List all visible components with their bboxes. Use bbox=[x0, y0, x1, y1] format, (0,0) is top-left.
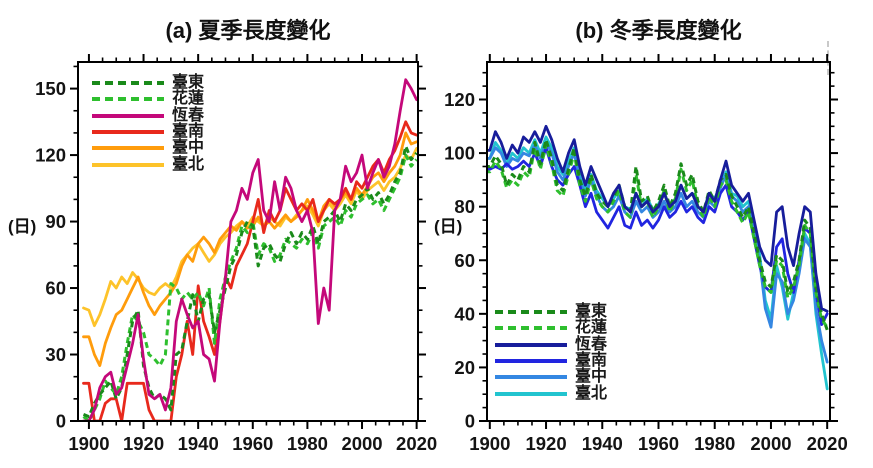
x-tick-label: 1940 bbox=[582, 433, 623, 454]
solid-line-swatch bbox=[92, 162, 164, 167]
legend-item-tainan-a: 臺南 bbox=[92, 124, 204, 140]
x-tick-label: 1920 bbox=[123, 433, 164, 454]
x-tick-label: 1920 bbox=[525, 433, 566, 454]
dashed-line-swatch bbox=[92, 97, 164, 102]
panel-a-title: (a) 夏季長度變化 bbox=[165, 18, 331, 43]
series-line-tainan-a bbox=[82, 120, 419, 422]
legend-item-taitung-a: 臺東 bbox=[92, 75, 204, 91]
legend-item-taipei-a: 臺北 bbox=[92, 156, 204, 172]
legend-label: 臺南 bbox=[172, 123, 205, 141]
y-tick-label: 120 bbox=[35, 145, 66, 166]
series-line-hualien-b bbox=[486, 143, 829, 329]
legend-label: 恆春 bbox=[575, 335, 608, 353]
y-tick-label: 120 bbox=[444, 89, 475, 110]
legend-item-taichung-b: 臺中 bbox=[495, 369, 607, 385]
panel-b-title: (b) 冬季長度變化 bbox=[575, 18, 742, 43]
x-tick-label: 2020 bbox=[807, 433, 848, 454]
axis-ticks-a bbox=[70, 54, 426, 429]
solid-line-swatch bbox=[495, 359, 567, 364]
x-tick-label: 1960 bbox=[638, 433, 679, 454]
y-tick-label: 80 bbox=[454, 196, 475, 217]
dashed-line-swatch bbox=[92, 81, 164, 86]
legend-label: 臺北 bbox=[575, 384, 608, 402]
series-line-taitung-b bbox=[486, 138, 829, 331]
dashed-line-swatch bbox=[495, 326, 567, 331]
x-tick-label: 1900 bbox=[68, 433, 109, 454]
legend-item-taitung-b: 臺東 bbox=[495, 304, 607, 320]
series-line-hualien-a bbox=[82, 153, 418, 422]
x-tick-label: 2000 bbox=[750, 433, 791, 454]
panel-b: 1900 1920 1940 1960 1980 2000 2020 0 20 40 60 80 100… bbox=[444, 54, 848, 454]
solid-line-swatch bbox=[92, 146, 164, 151]
solid-line-swatch bbox=[495, 342, 567, 347]
y-tick-label: 20 bbox=[454, 357, 475, 378]
series-line-taitung-a bbox=[82, 144, 418, 419]
legend-label: 臺中 bbox=[172, 139, 205, 157]
legend-item-hengchun-b: 恆春 bbox=[495, 335, 608, 353]
solid-line-swatch bbox=[92, 130, 164, 135]
solid-line-swatch bbox=[495, 375, 567, 380]
y-tick-label: 40 bbox=[454, 303, 475, 324]
legend-item-taipei-b: 臺北 bbox=[495, 385, 607, 401]
y-tick-label: 0 bbox=[465, 411, 475, 432]
series-line-hengchun-b bbox=[486, 124, 829, 313]
y-tick-label: 60 bbox=[454, 250, 475, 271]
panel-b-unit-label: (日) bbox=[434, 217, 463, 236]
y-tick-label: 60 bbox=[45, 278, 66, 299]
panel-b-legend: 臺東 花蓮 恆春 臺南 臺中 臺北 bbox=[495, 304, 607, 402]
y-tick-label: 30 bbox=[45, 344, 66, 365]
axis-ticks-b bbox=[479, 54, 838, 429]
x-tick-label: 1940 bbox=[178, 433, 219, 454]
x-tick-label: 2000 bbox=[341, 433, 382, 454]
legend-label: 臺東 bbox=[172, 74, 205, 92]
legend-label: 臺東 bbox=[575, 303, 608, 321]
x-tick-label: 1980 bbox=[694, 433, 735, 454]
series-line-hengchun-a bbox=[82, 78, 419, 422]
legend-item-taichung-a: 臺中 bbox=[92, 140, 204, 156]
y-tick-label: 100 bbox=[444, 143, 475, 164]
solid-line-swatch bbox=[495, 391, 567, 396]
series-line-tainan-b bbox=[486, 146, 829, 327]
legend-item-hengchun-a: 恆春 bbox=[92, 106, 205, 124]
dashed-line-swatch bbox=[495, 310, 567, 315]
y-tick-label: 150 bbox=[35, 78, 66, 99]
plot-frame-a bbox=[77, 61, 419, 422]
solid-line-swatch bbox=[92, 113, 164, 118]
x-tick-label: 2020 bbox=[396, 433, 437, 454]
legend-label: 花蓮 bbox=[575, 319, 608, 337]
legend-label: 臺北 bbox=[172, 155, 205, 173]
panel-a-legend: 臺東 花蓮 恆春 臺南 臺中 臺北 bbox=[92, 75, 204, 173]
x-tick-label: 1980 bbox=[287, 433, 328, 454]
legend-item-hualien-b: 花蓮 bbox=[495, 320, 607, 336]
legend-item-tainan-b: 臺南 bbox=[495, 353, 607, 369]
y-tick-label: 0 bbox=[56, 411, 66, 432]
x-tick-label: 1960 bbox=[232, 433, 273, 454]
legend-label: 花蓮 bbox=[172, 90, 205, 108]
x-tick-label: 1900 bbox=[469, 433, 510, 454]
legend-label: 臺中 bbox=[575, 368, 608, 386]
legend-label: 恆春 bbox=[172, 106, 205, 124]
panel-a: 1900 1920 1940 1960 1980 2000 2020 0 30 60 90 120 15… bbox=[35, 54, 437, 454]
y-tick-label: 90 bbox=[45, 211, 66, 232]
legend-label: 臺南 bbox=[575, 352, 608, 370]
legend-item-hualien-a: 花蓮 bbox=[92, 91, 204, 107]
panel-a-unit-label: (日) bbox=[8, 217, 37, 236]
